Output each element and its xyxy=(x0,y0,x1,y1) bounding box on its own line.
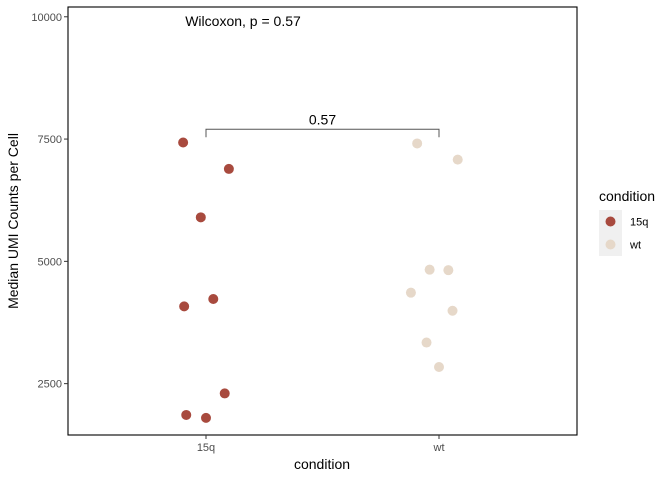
data-point-wt xyxy=(421,337,432,348)
data-point-wt xyxy=(443,265,454,276)
legend-label-15q: 15q xyxy=(630,217,648,229)
x-tick-label: wt xyxy=(433,442,445,454)
data-point-15q xyxy=(223,163,234,174)
x-tick-label: 15q xyxy=(197,442,215,454)
y-tick-label: 7500 xyxy=(38,134,62,146)
y-tick-label: 2500 xyxy=(38,379,62,391)
plot-panel xyxy=(67,6,578,436)
wilcoxon-annotation: Wilcoxon, p = 0.57 xyxy=(185,13,301,29)
bracket-label: 0.57 xyxy=(309,111,336,127)
bracket-line xyxy=(205,128,440,138)
data-point-15q xyxy=(178,137,189,148)
legend-label-wt: wt xyxy=(629,240,641,252)
data-point-15q xyxy=(179,301,190,312)
data-point-wt xyxy=(412,138,423,149)
legend-title: condition xyxy=(599,188,655,204)
y-axis: 2500 5000 7500 10000 xyxy=(31,12,68,391)
data-point-wt xyxy=(424,264,435,275)
x-axis-title: condition xyxy=(294,456,350,472)
y-tick-label: 10000 xyxy=(31,12,62,24)
x-axis: 15q wt xyxy=(197,435,445,454)
legend-key-15q xyxy=(605,216,616,227)
legend: condition 15q wt xyxy=(599,188,655,256)
data-point-15q xyxy=(208,294,219,305)
data-point-15q xyxy=(181,409,192,420)
comparison-bracket: 0.57 xyxy=(205,111,440,138)
data-point-wt xyxy=(405,287,416,298)
data-point-15q xyxy=(195,212,206,223)
data-point-wt xyxy=(447,305,458,316)
y-axis-title: Median UMI Counts per Cell xyxy=(5,133,21,309)
data-point-wt xyxy=(452,154,463,165)
data-point-wt xyxy=(434,362,444,373)
data-point-15q xyxy=(201,412,211,423)
data-point-15q xyxy=(219,388,230,399)
legend-key-wt xyxy=(605,239,616,250)
y-tick-label: 5000 xyxy=(38,256,62,268)
data-points xyxy=(178,137,463,423)
